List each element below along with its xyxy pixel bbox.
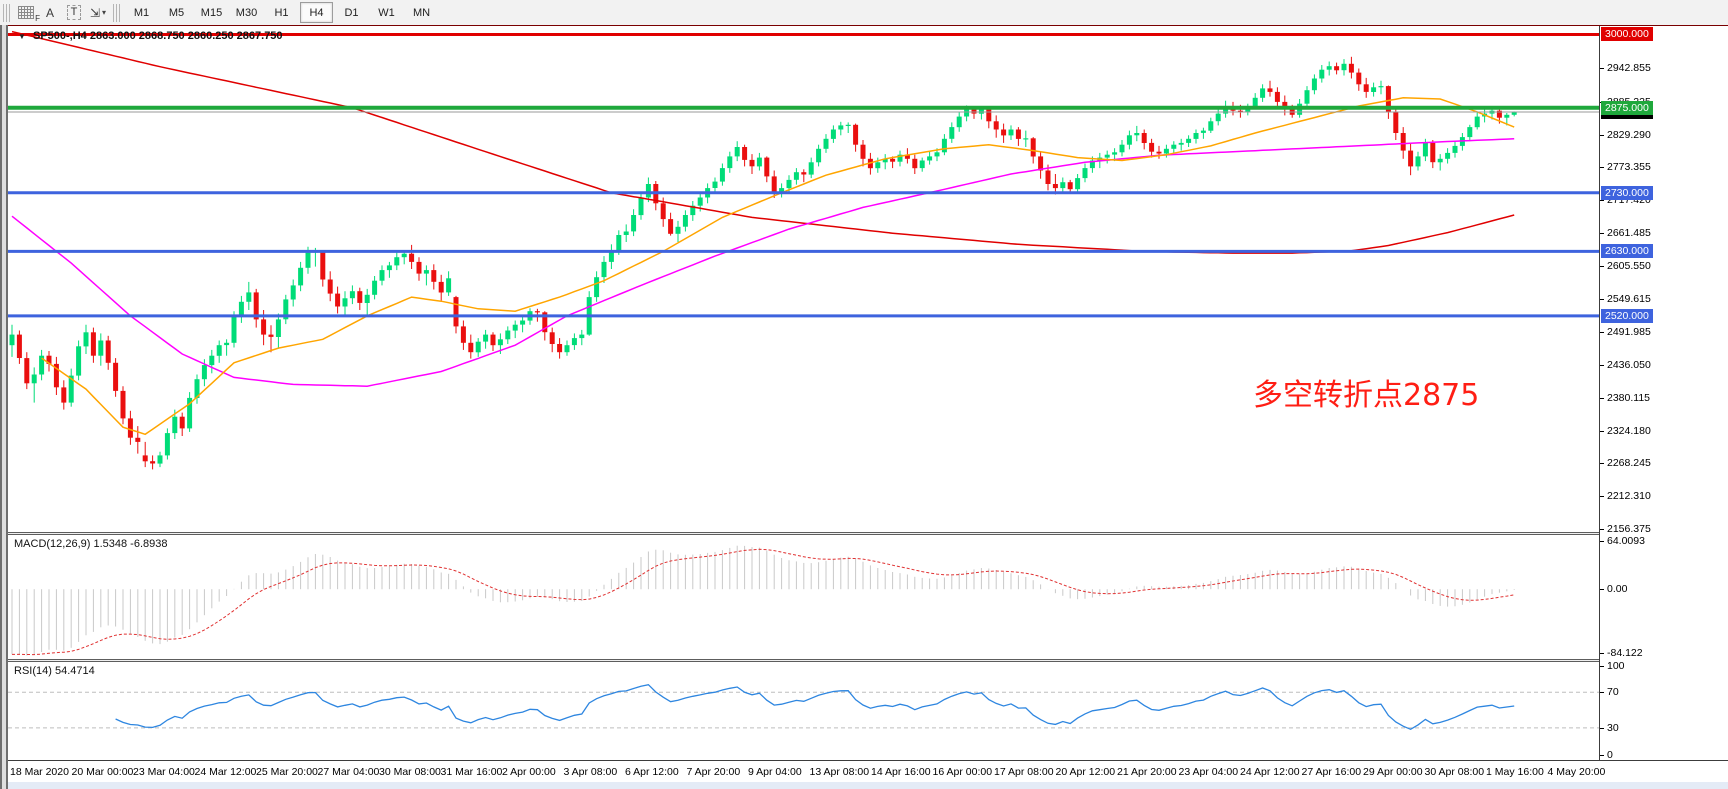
price-level-tag: 2730.000 [1601, 186, 1653, 200]
time-axis-label: 30 Mar 08:00 [379, 766, 441, 778]
time-axis-label: 18 Mar 2020 [10, 766, 69, 778]
price-axis-tick: 0 [1600, 749, 1613, 762]
main-price-pane[interactable] [8, 26, 1599, 532]
status-strip [8, 782, 1728, 789]
chart-title-ohlc: 2863.000 2868.750 2860.250 2867.750 [89, 30, 283, 42]
pane-separator[interactable] [8, 659, 1728, 662]
price-axis-tick: 2773.355 [1600, 161, 1651, 174]
price-axis-tick: 2661.485 [1600, 227, 1651, 240]
toolbar: F A T ⇲ ▾ M1 M5 M15 M30 H1 H4 D1 W1 MN [0, 0, 1728, 26]
time-axis-label: 30 Apr 08:00 [1424, 766, 1485, 778]
time-axis-label: 1 May 16:00 [1486, 766, 1544, 778]
time-axis-label: 23 Apr 04:00 [1178, 766, 1239, 778]
time-axis-label: 6 Apr 12:00 [625, 766, 679, 778]
time-axis-label: 9 Apr 04:00 [748, 766, 802, 778]
price-axis-tick: 64.0093 [1600, 535, 1645, 548]
price-axis-tick: 2491.985 [1600, 326, 1651, 339]
timeframe-button-d1[interactable]: D1 [344, 6, 359, 19]
chart-window[interactable]: ▼ SP500-,H4 2863.000 2868.750 2860.250 2… [8, 25, 1728, 789]
price-axis-tick: 2212.310 [1600, 490, 1651, 503]
toolbar-grip[interactable] [3, 3, 11, 22]
time-axis-label: 20 Apr 12:00 [1055, 766, 1116, 778]
chart-template-grid-icon[interactable]: F [15, 3, 40, 23]
price-level-tag: 2875.000 [1601, 101, 1653, 115]
time-axis-label: 17 Apr 08:00 [994, 766, 1054, 778]
price-axis-tick: 2549.615 [1600, 293, 1651, 306]
timeframe-button-m1[interactable]: M1 [133, 6, 150, 19]
price-axis-tick: 0.00 [1600, 583, 1627, 596]
price-axis-tick: 2324.180 [1600, 425, 1651, 438]
price-axis-tick: 30 [1600, 722, 1619, 735]
label-a-tool-icon[interactable]: A [45, 5, 54, 20]
price-axis-tick: 2605.550 [1600, 260, 1651, 273]
chart-title: ▼ SP500-,H4 2863.000 2868.750 2860.250 2… [18, 30, 283, 42]
price-axis-tick: 2268.245 [1600, 457, 1651, 470]
rsi-indicator-label: RSI(14) 54.4714 [14, 665, 95, 677]
time-axis-label: 27 Apr 16:00 [1301, 766, 1362, 778]
price-axis-tick: 2156.375 [1600, 523, 1651, 536]
time-axis-label: 25 Mar 20:00 [256, 766, 318, 778]
timeframe-button-m30[interactable]: M30 [235, 6, 258, 19]
timeframe-button-m15[interactable]: M15 [200, 6, 223, 19]
price-level-tag: 2520.000 [1601, 309, 1653, 323]
price-axis-tick: 70 [1600, 686, 1619, 699]
time-axis-label: 24 Mar 12:00 [194, 766, 257, 778]
time-axis-label: 20 Mar 00:00 [71, 766, 134, 778]
time-axis-label: 16 Apr 00:00 [932, 766, 993, 778]
text-tool-icon[interactable]: T [63, 3, 85, 23]
time-axis-label: 21 Apr 20:00 [1117, 766, 1177, 778]
price-axis[interactable]: 2942.8552885.2252829.2902773.3552717.420… [1599, 26, 1728, 762]
price-axis-tick: 2380.115 [1600, 392, 1650, 405]
time-axis-label: 24 Apr 12:00 [1240, 766, 1300, 778]
time-axis-label: 3 Apr 08:00 [563, 766, 618, 778]
time-axis-label: 14 Apr 16:00 [871, 766, 931, 778]
macd-pane[interactable] [8, 535, 1599, 660]
price-level-tag: 3000.000 [1601, 27, 1653, 41]
time-axis-label: 13 Apr 08:00 [809, 766, 870, 778]
timeframe-button-m5[interactable]: M5 [168, 6, 185, 19]
rsi-pane[interactable] [8, 662, 1599, 760]
time-axis-label: 31 Mar 16:00 [440, 766, 503, 778]
time-axis-label: 4 May 20:00 [1547, 766, 1606, 778]
timeframe-button-mn[interactable]: MN [412, 6, 431, 19]
macd-indicator-label: MACD(12,26,9) 1.5348 -6.8938 [14, 538, 168, 550]
timeframe-bar: M1 M5 M15 M30 H1 H4 D1 W1 MN [124, 2, 439, 23]
time-axis-label: 29 Apr 00:00 [1363, 766, 1423, 778]
timeframe-button-w1[interactable]: W1 [378, 6, 395, 19]
left-splitter[interactable] [0, 25, 8, 789]
time-axis-label: 27 Mar 04:00 [317, 766, 380, 778]
price-level-tag: 2630.000 [1601, 244, 1653, 258]
pointer-tool-icon[interactable]: ⇲ ▾ [89, 5, 107, 20]
time-axis[interactable]: 18 Mar 2020 20 Mar 00:00 23 Mar 04:00 24 Ma… [8, 760, 1728, 782]
grid-icon: F [18, 6, 40, 23]
time-axis-label: 2 Apr 00:00 [502, 766, 556, 778]
time-axis-label: 7 Apr 20:00 [686, 766, 741, 778]
price-axis-tick: 2436.050 [1600, 359, 1651, 372]
price-axis-tick: 2942.855 [1600, 62, 1651, 75]
symbol-dropdown-icon[interactable]: ▼ [18, 32, 26, 41]
price-axis-tick: 2829.290 [1600, 129, 1651, 142]
timeframe-button-h1[interactable]: H1 [274, 6, 289, 19]
timeframe-bar-grip[interactable] [113, 3, 121, 22]
timeframe-button-h4[interactable]: H4 [300, 2, 333, 23]
pane-separator[interactable] [8, 532, 1728, 535]
price-axis-tick: -84.122 [1600, 647, 1643, 660]
chart-title-symbol: SP500-,H4 [32, 30, 87, 42]
price-axis-tick: 100 [1600, 660, 1625, 673]
time-axis-label: 23 Mar 04:00 [133, 766, 195, 778]
dropdown-caret-icon: ▾ [102, 8, 107, 17]
chart-text-annotation: 多空转折点2875 [1253, 378, 1480, 413]
